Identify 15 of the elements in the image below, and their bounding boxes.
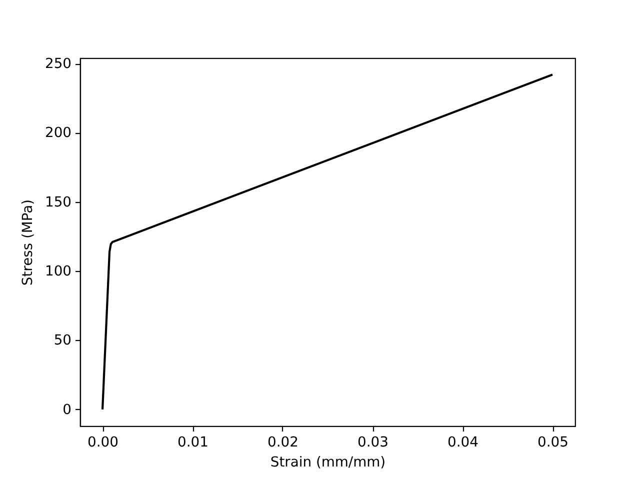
- x-tick-label: 0.00: [88, 434, 118, 450]
- y-tick-label: 250: [44, 56, 72, 72]
- y-tick-label: 200: [44, 125, 72, 142]
- y-tick-label: 50: [54, 332, 72, 349]
- x-tick-label: 0.05: [538, 434, 568, 450]
- y-tick-label: 0: [62, 402, 72, 418]
- y-tick-label: 150: [44, 194, 72, 210]
- y-tick-label: 100: [44, 264, 72, 280]
- x-tick-label: 0.03: [358, 434, 388, 450]
- y-axis-title: Stress (MPa): [20, 199, 36, 286]
- x-axis-title: Strain (mm/mm): [270, 454, 386, 470]
- x-tick-label: 0.04: [448, 434, 479, 450]
- line-series: [101, 74, 554, 410]
- x-tick-label: 0.01: [178, 434, 208, 450]
- x-tick-label: 0.02: [268, 434, 298, 450]
